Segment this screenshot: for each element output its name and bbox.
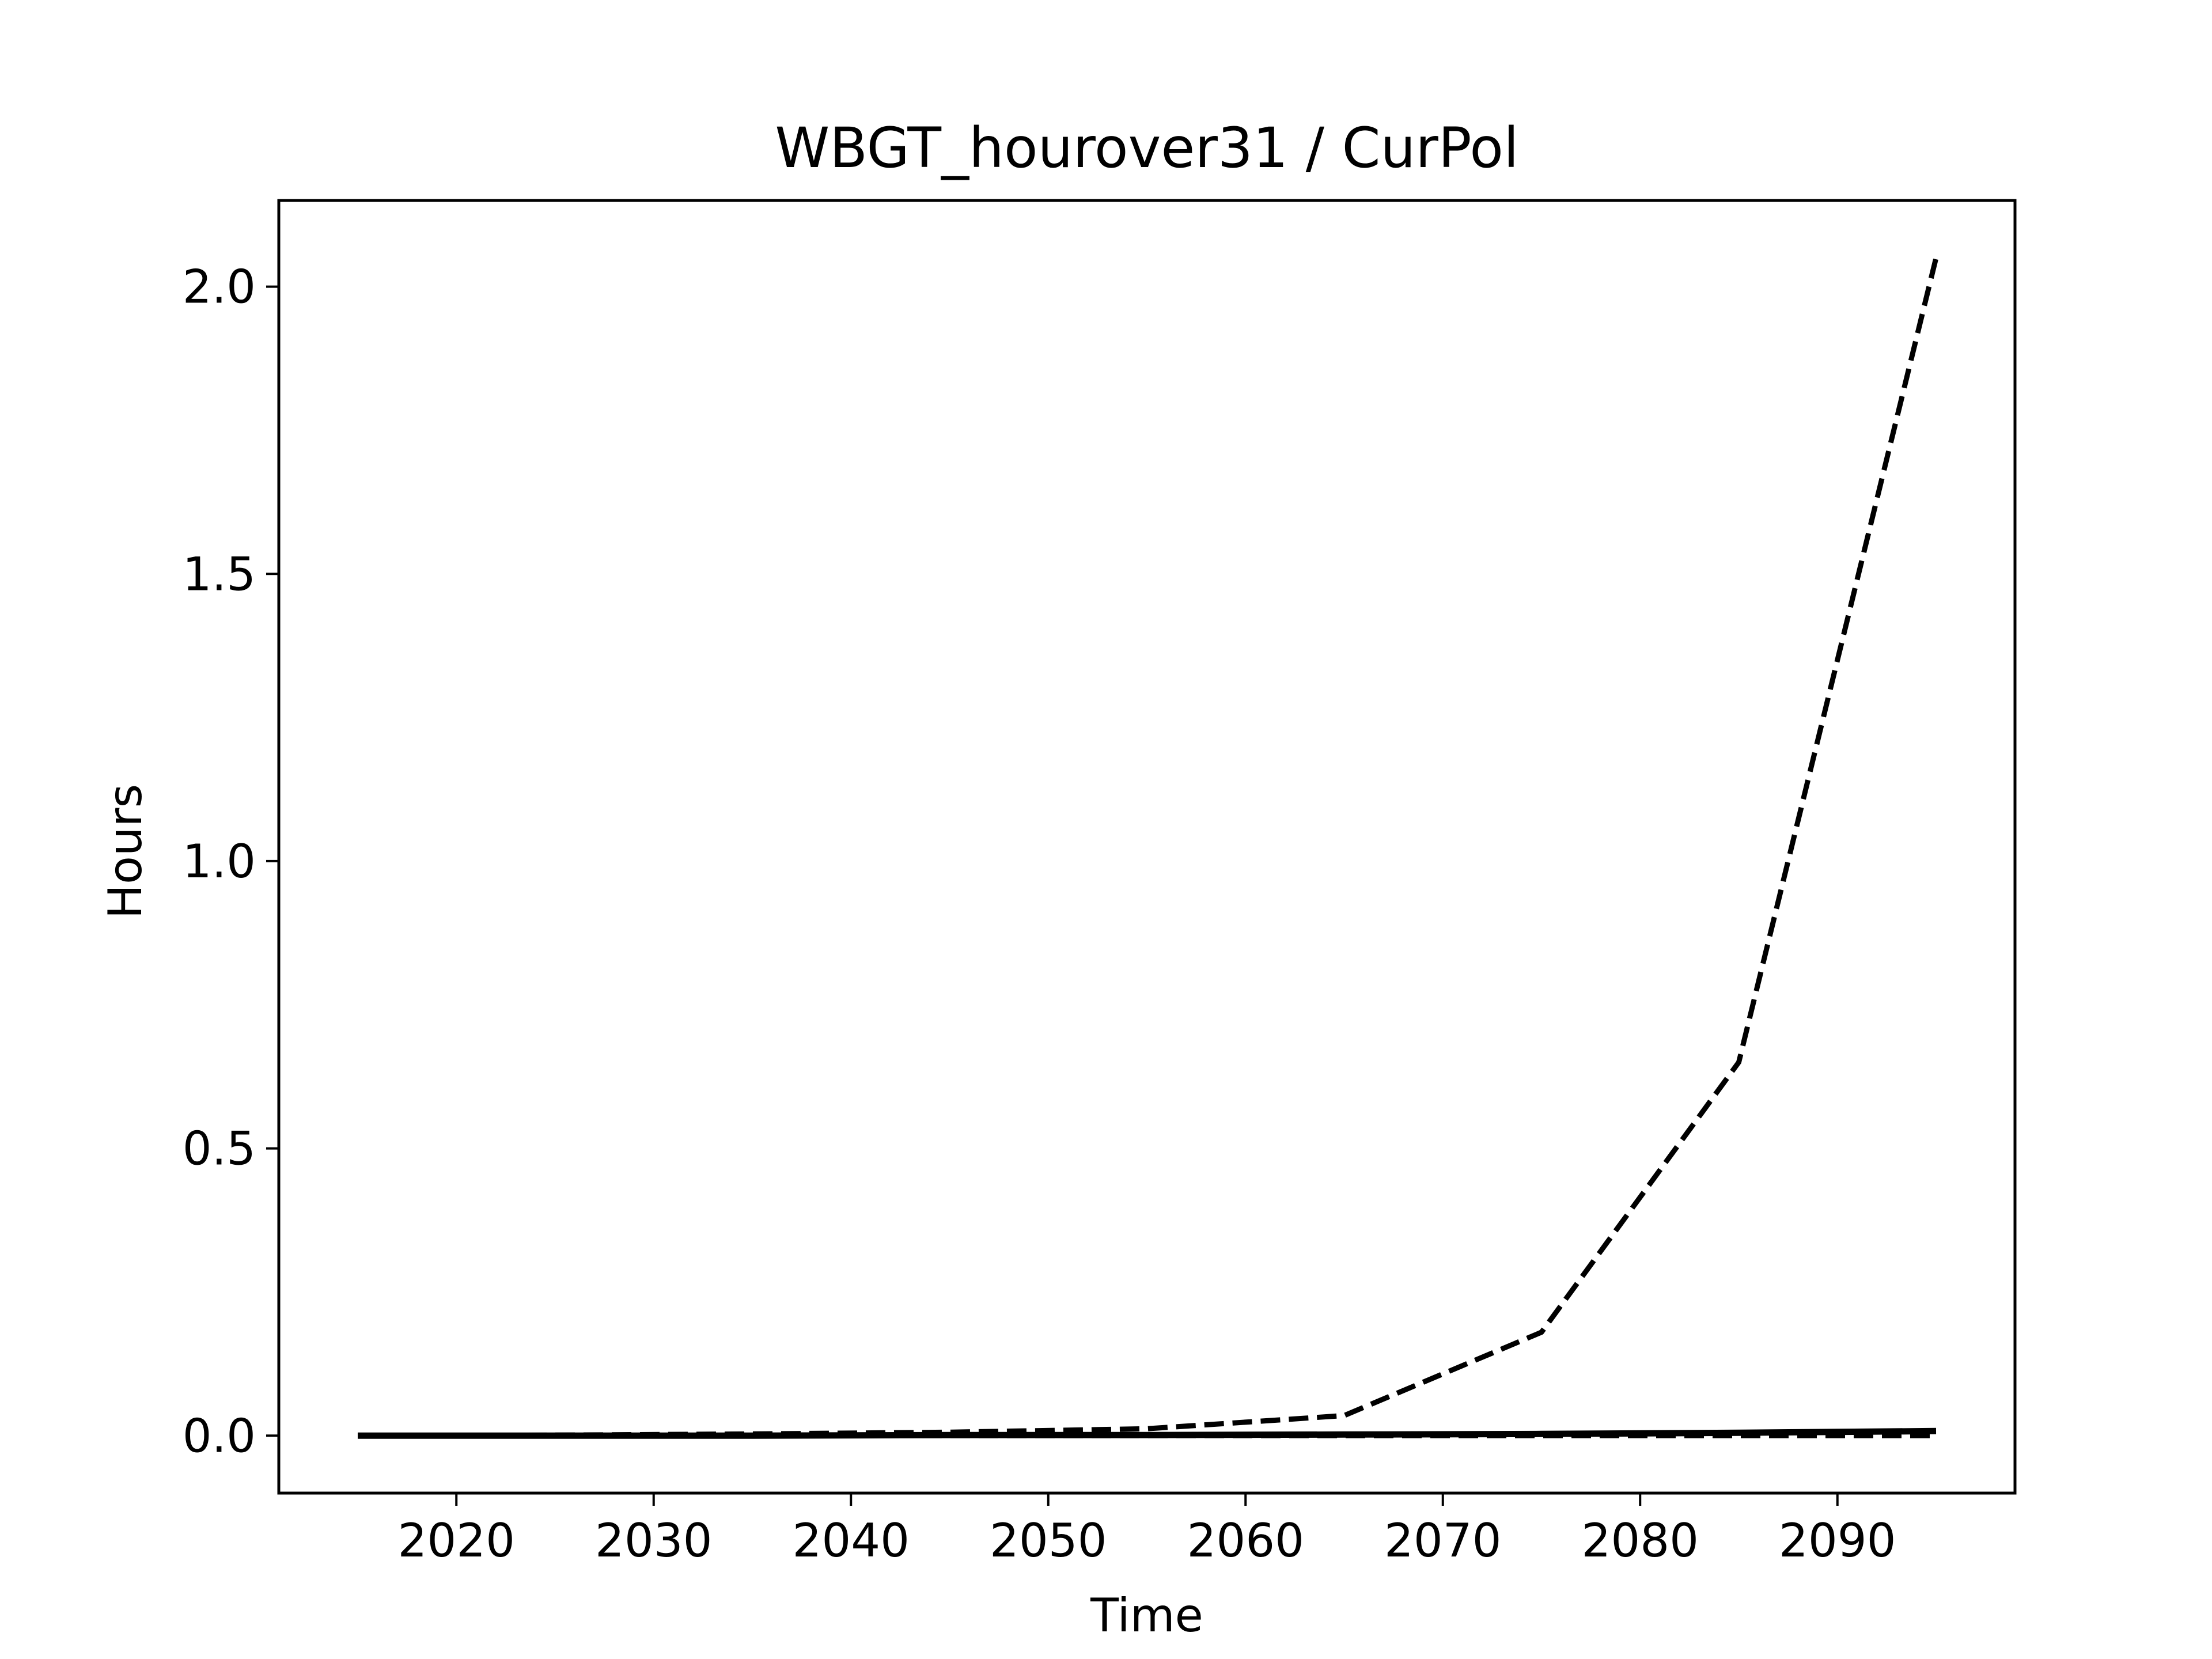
x-tick-label: 2060 <box>1187 1514 1304 1567</box>
x-axis-label: Time <box>1090 1589 1203 1642</box>
x-tick-label: 2040 <box>792 1514 910 1567</box>
x-axis: 2020 2030 2040 2050 2060 2070 2080 2090 <box>397 1493 1896 1567</box>
x-tick-label: 2050 <box>990 1514 1107 1567</box>
y-axis: 0.0 0.5 1.0 1.5 2.0 <box>183 260 279 1463</box>
x-tick-label: 2080 <box>1581 1514 1699 1567</box>
x-tick-label: 2020 <box>397 1514 515 1567</box>
x-tick-label: 2030 <box>595 1514 713 1567</box>
series-layer <box>357 257 1939 1439</box>
y-tick-label: 0.0 <box>183 1409 256 1463</box>
x-tick-label: 2070 <box>1384 1514 1502 1567</box>
y-tick-label: 1.5 <box>183 547 256 601</box>
y-tick-label: 2.0 <box>183 260 256 314</box>
y-tick-label: 1.0 <box>183 835 256 888</box>
y-axis-label: Hours <box>99 784 152 919</box>
plot-frame <box>277 199 2017 1495</box>
chart-title: WBGT_hourover31 / CurPol <box>775 116 1518 180</box>
y-tick-label: 0.5 <box>183 1122 256 1176</box>
x-tick-label: 2090 <box>1779 1514 1896 1567</box>
series-line-1 <box>357 257 1939 1438</box>
